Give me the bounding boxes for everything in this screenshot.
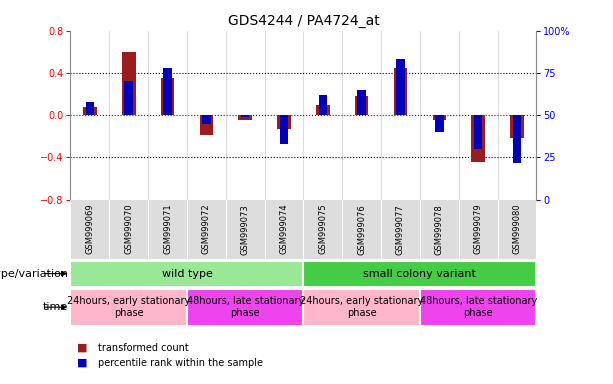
Text: 48hours, late stationary
phase: 48hours, late stationary phase [186, 296, 304, 318]
Bar [122, 52, 135, 115]
Text: GSM999077: GSM999077 [396, 204, 405, 255]
Text: GSM999076: GSM999076 [357, 204, 366, 255]
Bar [394, 68, 407, 115]
Text: 48hours, late stationary
phase: 48hours, late stationary phase [419, 296, 537, 318]
Text: GSM999069: GSM999069 [85, 204, 94, 255]
Bar [70, 261, 303, 286]
Bar [319, 95, 327, 115]
Text: ■: ■ [77, 343, 87, 353]
Text: GSM999071: GSM999071 [163, 204, 172, 255]
Bar [435, 115, 444, 132]
Bar [161, 78, 174, 115]
Bar [124, 81, 133, 115]
Text: genotype/variation: genotype/variation [0, 268, 68, 279]
Text: GSM999080: GSM999080 [512, 204, 522, 255]
Text: GSM999074: GSM999074 [280, 204, 289, 255]
Bar [303, 261, 536, 286]
Bar [512, 115, 521, 162]
Bar [83, 107, 97, 115]
Text: GSM999079: GSM999079 [474, 204, 482, 255]
Text: GSM999072: GSM999072 [202, 204, 211, 255]
Bar [163, 68, 172, 115]
Bar [316, 104, 330, 115]
Bar [396, 60, 405, 115]
Bar [200, 115, 213, 135]
Text: wild type: wild type [162, 268, 212, 279]
Bar [474, 115, 482, 149]
Text: GSM999075: GSM999075 [318, 204, 327, 255]
Bar [510, 115, 524, 139]
Text: small colony variant: small colony variant [364, 268, 476, 279]
Bar [86, 102, 94, 115]
Bar [433, 115, 446, 121]
Bar [357, 90, 366, 115]
Text: ■: ■ [77, 358, 87, 368]
Bar [277, 115, 291, 129]
Bar [471, 115, 485, 162]
Bar [355, 96, 368, 115]
Text: GSM999073: GSM999073 [241, 204, 249, 255]
Bar [303, 289, 420, 326]
Bar [241, 115, 249, 117]
Text: 24hours, early stationary
phase: 24hours, early stationary phase [300, 296, 424, 318]
Bar [420, 289, 536, 326]
Bar [202, 115, 211, 124]
Title: GDS4244 / PA4724_at: GDS4244 / PA4724_at [227, 14, 379, 28]
Bar [280, 115, 288, 144]
Text: percentile rank within the sample: percentile rank within the sample [98, 358, 263, 368]
Text: GSM999070: GSM999070 [124, 204, 133, 255]
Text: 24hours, early stationary
phase: 24hours, early stationary phase [67, 296, 191, 318]
Text: transformed count: transformed count [98, 343, 189, 353]
Bar [238, 115, 252, 121]
Text: GSM999078: GSM999078 [435, 204, 444, 255]
Bar [70, 289, 187, 326]
Text: time: time [43, 302, 68, 312]
Bar [187, 289, 303, 326]
